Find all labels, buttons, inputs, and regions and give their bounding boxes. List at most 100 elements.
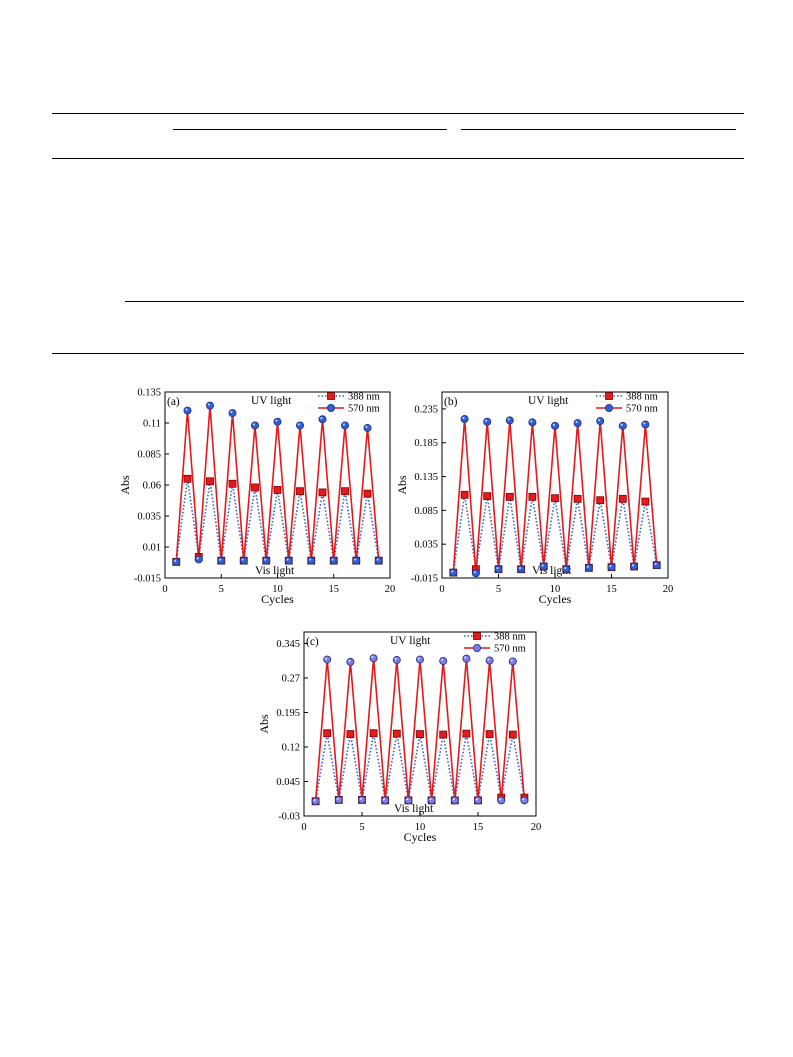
y-tick-label: 0.045	[276, 777, 300, 788]
panel-label: (b)	[444, 396, 458, 408]
data-point-highlight	[406, 798, 409, 801]
data-point-570nm	[323, 655, 332, 664]
chart-a-svg: 0 5 10 15 20 -0.015 0.01 0.035 0.06 0.085 0.11 0.13…	[118, 388, 395, 607]
data-point-570nm	[311, 797, 320, 806]
data-point-570nm	[415, 655, 424, 664]
annotation-vis-light: Vis light	[255, 565, 295, 577]
data-point-570nm	[404, 796, 413, 805]
y-tick-label: 0.06	[143, 481, 161, 492]
data-point-388nm	[206, 477, 214, 486]
data-point-388nm	[183, 474, 192, 483]
data-point-highlight	[309, 558, 312, 561]
table-group-rule-right	[461, 129, 736, 130]
data-point-highlight	[464, 656, 467, 659]
data-point-570nm	[172, 557, 181, 566]
data-point-highlight	[552, 423, 555, 426]
data-point-570nm	[528, 418, 537, 427]
data-point-570nm	[439, 656, 448, 665]
table-mid-rule	[125, 301, 744, 302]
panel-label: (a)	[167, 396, 180, 408]
data-point-highlight	[376, 558, 379, 561]
table-header-rule	[52, 158, 744, 159]
data-point-570nm	[363, 423, 372, 432]
x-axis-label: Cycles	[261, 592, 294, 606]
x-tick-label: 5	[219, 584, 224, 595]
data-point-highlight	[313, 799, 316, 802]
data-point-570nm	[273, 417, 282, 426]
data-point-570nm	[449, 568, 458, 577]
legend-marker	[327, 392, 335, 400]
data-point-570nm	[460, 415, 469, 424]
data-point-570nm	[284, 556, 293, 565]
plot-frame	[441, 391, 669, 579]
data-point-highlight	[522, 798, 525, 801]
data-point-388nm	[318, 488, 327, 497]
data-point-388nm	[528, 492, 537, 501]
data-point-570nm	[239, 556, 248, 565]
data-point-388nm	[505, 492, 514, 501]
series-line-388-nm	[452, 494, 658, 573]
data-point-highlight	[462, 416, 465, 420]
data-point-highlight	[451, 570, 454, 573]
x-tick-label: 0	[439, 584, 444, 595]
data-point-highlight	[320, 417, 323, 420]
legend-label: 388 nm	[348, 392, 380, 403]
data-point-highlight	[252, 423, 255, 426]
y-tick-label: 0.085	[414, 506, 438, 517]
data-point-570nm	[217, 556, 226, 565]
x-tick-label: 5	[496, 584, 501, 595]
legend-label: 570 nm	[626, 404, 658, 415]
chart-panel-a: 0 5 10 15 20 -0.015 0.01 0.035 0.06 0.085 0.11 0.13…	[110, 380, 400, 610]
x-tick-label: 0	[301, 822, 306, 833]
chart-b-svg: 0 5 10 15 20 -0.015 0.035 0.085 0.135 0.185 0.235 C…	[395, 391, 673, 606]
data-point-570nm	[374, 556, 383, 565]
y-tick-label: 0.235	[414, 404, 438, 415]
data-point-highlight	[286, 558, 289, 561]
data-point-388nm	[228, 479, 237, 488]
data-point-highlight	[575, 420, 578, 424]
data-point-570nm	[427, 796, 436, 805]
data-point-highlight	[518, 567, 522, 570]
data-point-570nm	[494, 565, 503, 574]
data-point-570nm	[334, 795, 343, 804]
x-tick-label: 15	[473, 822, 484, 833]
series-lines	[314, 658, 526, 802]
legend-label: 570 nm	[348, 404, 380, 415]
data-point-highlight	[174, 559, 177, 562]
data-point-highlight	[230, 410, 233, 414]
data-point-388nm	[596, 496, 605, 505]
data-point-388nm	[462, 729, 471, 738]
table-top-rule	[52, 113, 744, 114]
data-point-388nm	[273, 486, 282, 494]
data-point-highlight	[297, 423, 300, 426]
series-line-570-nm	[314, 658, 526, 802]
data-point-highlight	[631, 564, 635, 567]
data-point-highlight	[185, 408, 188, 411]
data-point-570nm	[329, 556, 338, 565]
data-point-570nm	[517, 565, 526, 574]
data-point-highlight	[487, 658, 490, 661]
x-axis-label: Cycles	[404, 830, 437, 844]
data-point-570nm	[584, 563, 593, 572]
annotation-uv-light: UV light	[528, 395, 569, 407]
data-point-570nm	[641, 420, 650, 429]
data-point-388nm	[439, 730, 448, 739]
data-point-570nm	[194, 555, 203, 564]
data-point-highlight	[219, 558, 222, 561]
data-point-highlight	[331, 558, 334, 561]
chart-panel-b: 0 5 10 15 20 -0.015 0.035 0.085 0.135 0.185 0.235 C…	[385, 380, 680, 610]
data-point-highlight	[371, 656, 374, 659]
data-point-570nm	[262, 556, 271, 565]
panel-label: (c)	[306, 636, 319, 648]
data-point-388nm	[392, 729, 401, 738]
y-tick-label: 0.12	[282, 743, 300, 754]
data-point-570nm	[550, 421, 559, 430]
data-point-388nm	[485, 730, 494, 739]
data-point-570nm	[497, 796, 506, 805]
data-point-570nm	[450, 796, 459, 805]
data-point-highlight	[383, 798, 386, 801]
y-tick-label: 0.01	[143, 543, 161, 554]
data-point-570nm	[250, 421, 259, 430]
data-point-highlight	[586, 565, 589, 568]
data-point-388nm	[641, 497, 650, 506]
